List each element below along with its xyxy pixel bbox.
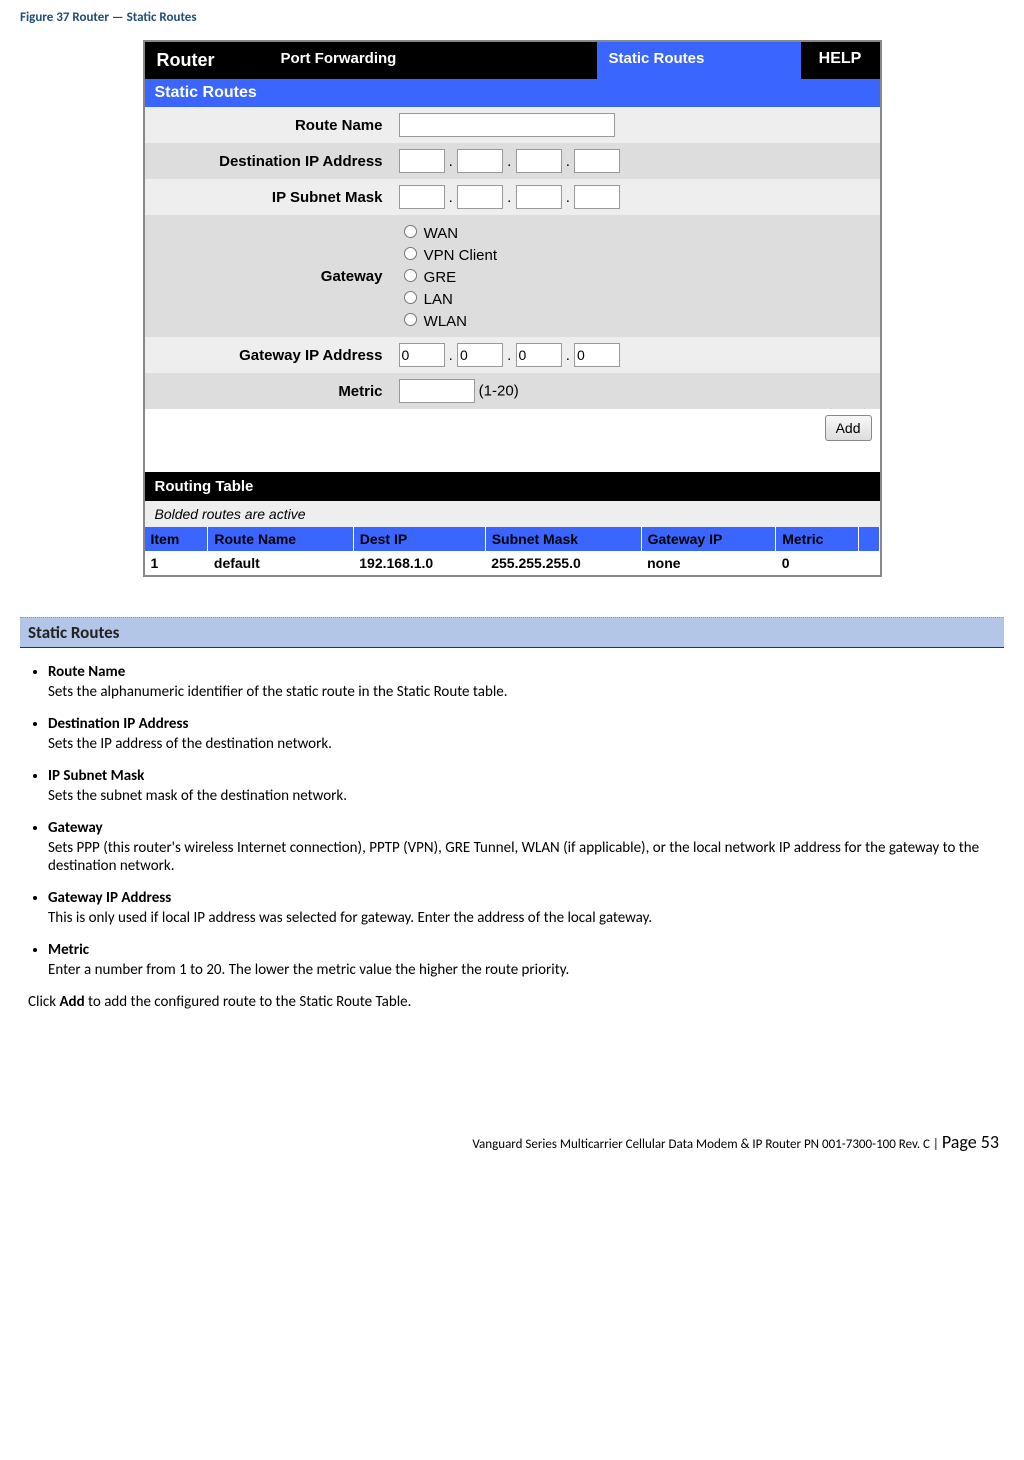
col-dest-ip: Dest IP: [353, 527, 485, 551]
tab-row: Router Port Forwarding Static Routes HEL…: [145, 42, 880, 79]
term: Route Name: [48, 663, 1004, 681]
list-item: Route Name Sets the alphanumeric identifi…: [48, 663, 1004, 701]
col-item: Item: [145, 527, 208, 551]
gw-ip-1[interactable]: [399, 343, 445, 367]
subnet-label: IP Subnet Mask: [145, 179, 391, 215]
gw-ip-2[interactable]: [457, 343, 503, 367]
col-empty: [859, 527, 879, 551]
cell-dest: 192.168.1.0: [353, 551, 485, 575]
subnet-4[interactable]: [574, 185, 620, 209]
term: Metric: [48, 941, 1004, 959]
footer-sep: |: [930, 1137, 942, 1152]
routing-table-header: Routing Table: [145, 472, 880, 501]
dest-ip-3[interactable]: [516, 149, 562, 173]
cell-item: 1: [145, 551, 208, 575]
cell-gw: none: [641, 551, 776, 575]
gateway-opt-wan[interactable]: WAN: [399, 221, 872, 243]
footer-text: Vanguard Series Multicarrier Cellular Da…: [472, 1137, 930, 1152]
dest-ip-2[interactable]: [457, 149, 503, 173]
gateway-opt-lan-label: LAN: [424, 291, 453, 308]
cell-name: default: [208, 551, 353, 575]
desc: Enter a number from 1 to 20. The lower t…: [48, 961, 1004, 979]
col-route-name: Route Name: [208, 527, 353, 551]
gateway-opt-vpn[interactable]: VPN Client: [399, 243, 872, 265]
gateway-opt-gre[interactable]: GRE: [399, 265, 872, 287]
section-header: Static Routes: [145, 79, 880, 107]
routing-table-head-row: Item Route Name Dest IP Subnet Mask Gate…: [145, 527, 880, 551]
add-note: Click Add to add the configured route to…: [28, 993, 1004, 1011]
subnet-cell: . . .: [391, 179, 880, 215]
term: Gateway IP Address: [48, 889, 1004, 907]
tab-router: Router: [145, 42, 269, 79]
dest-ip-label: Destination IP Address: [145, 143, 391, 179]
list-item: Gateway IP Address This is only used if l…: [48, 889, 1004, 927]
subnet-3[interactable]: [516, 185, 562, 209]
gw-ip-label: Gateway IP Address: [145, 337, 391, 373]
gw-ip-cell: . . .: [391, 337, 880, 373]
gateway-opt-wlan[interactable]: WLAN: [399, 309, 872, 331]
list-item: Destination IP Address Sets the IP addres…: [48, 715, 1004, 753]
subnet-1[interactable]: [399, 185, 445, 209]
dest-ip-1[interactable]: [399, 149, 445, 173]
metric-hint: (1-20): [479, 383, 519, 400]
list-item: Gateway Sets PPP (this router's wireless …: [48, 819, 1004, 875]
router-config-panel: Router Port Forwarding Static Routes HEL…: [143, 40, 882, 577]
tab-static-routes[interactable]: Static Routes: [597, 42, 801, 79]
add-button[interactable]: Add: [825, 415, 872, 441]
routing-note: Bolded routes are active: [145, 501, 880, 527]
route-name-input[interactable]: [399, 113, 615, 137]
desc: Sets the alphanumeric identifier of the …: [48, 683, 1004, 701]
page-number: Page 53: [942, 1131, 999, 1153]
figure-caption: Figure 37 Router — Static Routes: [20, 10, 1004, 25]
gateway-opt-gre-label: GRE: [424, 269, 457, 286]
page-footer: Vanguard Series Multicarrier Cellular Da…: [20, 1131, 1004, 1153]
table-row: 1 default 192.168.1.0 255.255.255.0 none…: [145, 551, 880, 575]
dest-ip-cell: . . .: [391, 143, 880, 179]
metric-label: Metric: [145, 373, 391, 409]
gateway-options: WAN VPN Client GRE LAN WLAN: [391, 215, 880, 337]
desc: Sets the subnet mask of the destination …: [48, 787, 1004, 805]
list-item: Metric Enter a number from 1 to 20. The l…: [48, 941, 1004, 979]
note-suffix: to add the configured route to the Stati…: [85, 993, 412, 1011]
route-name-label: Route Name: [145, 107, 391, 143]
gw-ip-4[interactable]: [574, 343, 620, 367]
form-table: Route Name Destination IP Address . . . …: [145, 107, 880, 447]
dest-ip-4[interactable]: [574, 149, 620, 173]
cell-metric: 0: [776, 551, 859, 575]
gateway-opt-lan[interactable]: LAN: [399, 287, 872, 309]
gw-ip-3[interactable]: [516, 343, 562, 367]
routing-table: Item Route Name Dest IP Subnet Mask Gate…: [145, 527, 880, 575]
col-metric: Metric: [776, 527, 859, 551]
note-bold: Add: [59, 993, 84, 1011]
gateway-label: Gateway: [145, 215, 391, 337]
term: Gateway: [48, 819, 1004, 837]
cell-empty: [859, 551, 879, 575]
note-prefix: Click: [28, 993, 59, 1011]
tab-help[interactable]: HELP: [801, 42, 880, 79]
desc: Sets the IP address of the destination n…: [48, 735, 1004, 753]
gateway-opt-vpn-label: VPN Client: [424, 247, 497, 264]
term: IP Subnet Mask: [48, 767, 1004, 785]
metric-input[interactable]: [399, 379, 475, 403]
gateway-opt-wlan-label: WLAN: [424, 313, 467, 330]
subnet-2[interactable]: [457, 185, 503, 209]
definition-list: Route Name Sets the alphanumeric identifi…: [20, 663, 1004, 979]
term: Destination IP Address: [48, 715, 1004, 733]
doc-section-title: Static Routes: [20, 617, 1004, 648]
metric-cell: (1-20): [391, 373, 880, 409]
col-gw-ip: Gateway IP: [641, 527, 776, 551]
desc: This is only used if local IP address wa…: [48, 909, 1004, 927]
desc: Sets PPP (this router's wireless Interne…: [48, 839, 1004, 875]
gateway-opt-wan-label: WAN: [424, 225, 458, 242]
list-item: IP Subnet Mask Sets the subnet mask of th…: [48, 767, 1004, 805]
cell-subnet: 255.255.255.0: [485, 551, 641, 575]
col-subnet: Subnet Mask: [485, 527, 641, 551]
tab-port-forwarding[interactable]: Port Forwarding: [269, 42, 597, 79]
